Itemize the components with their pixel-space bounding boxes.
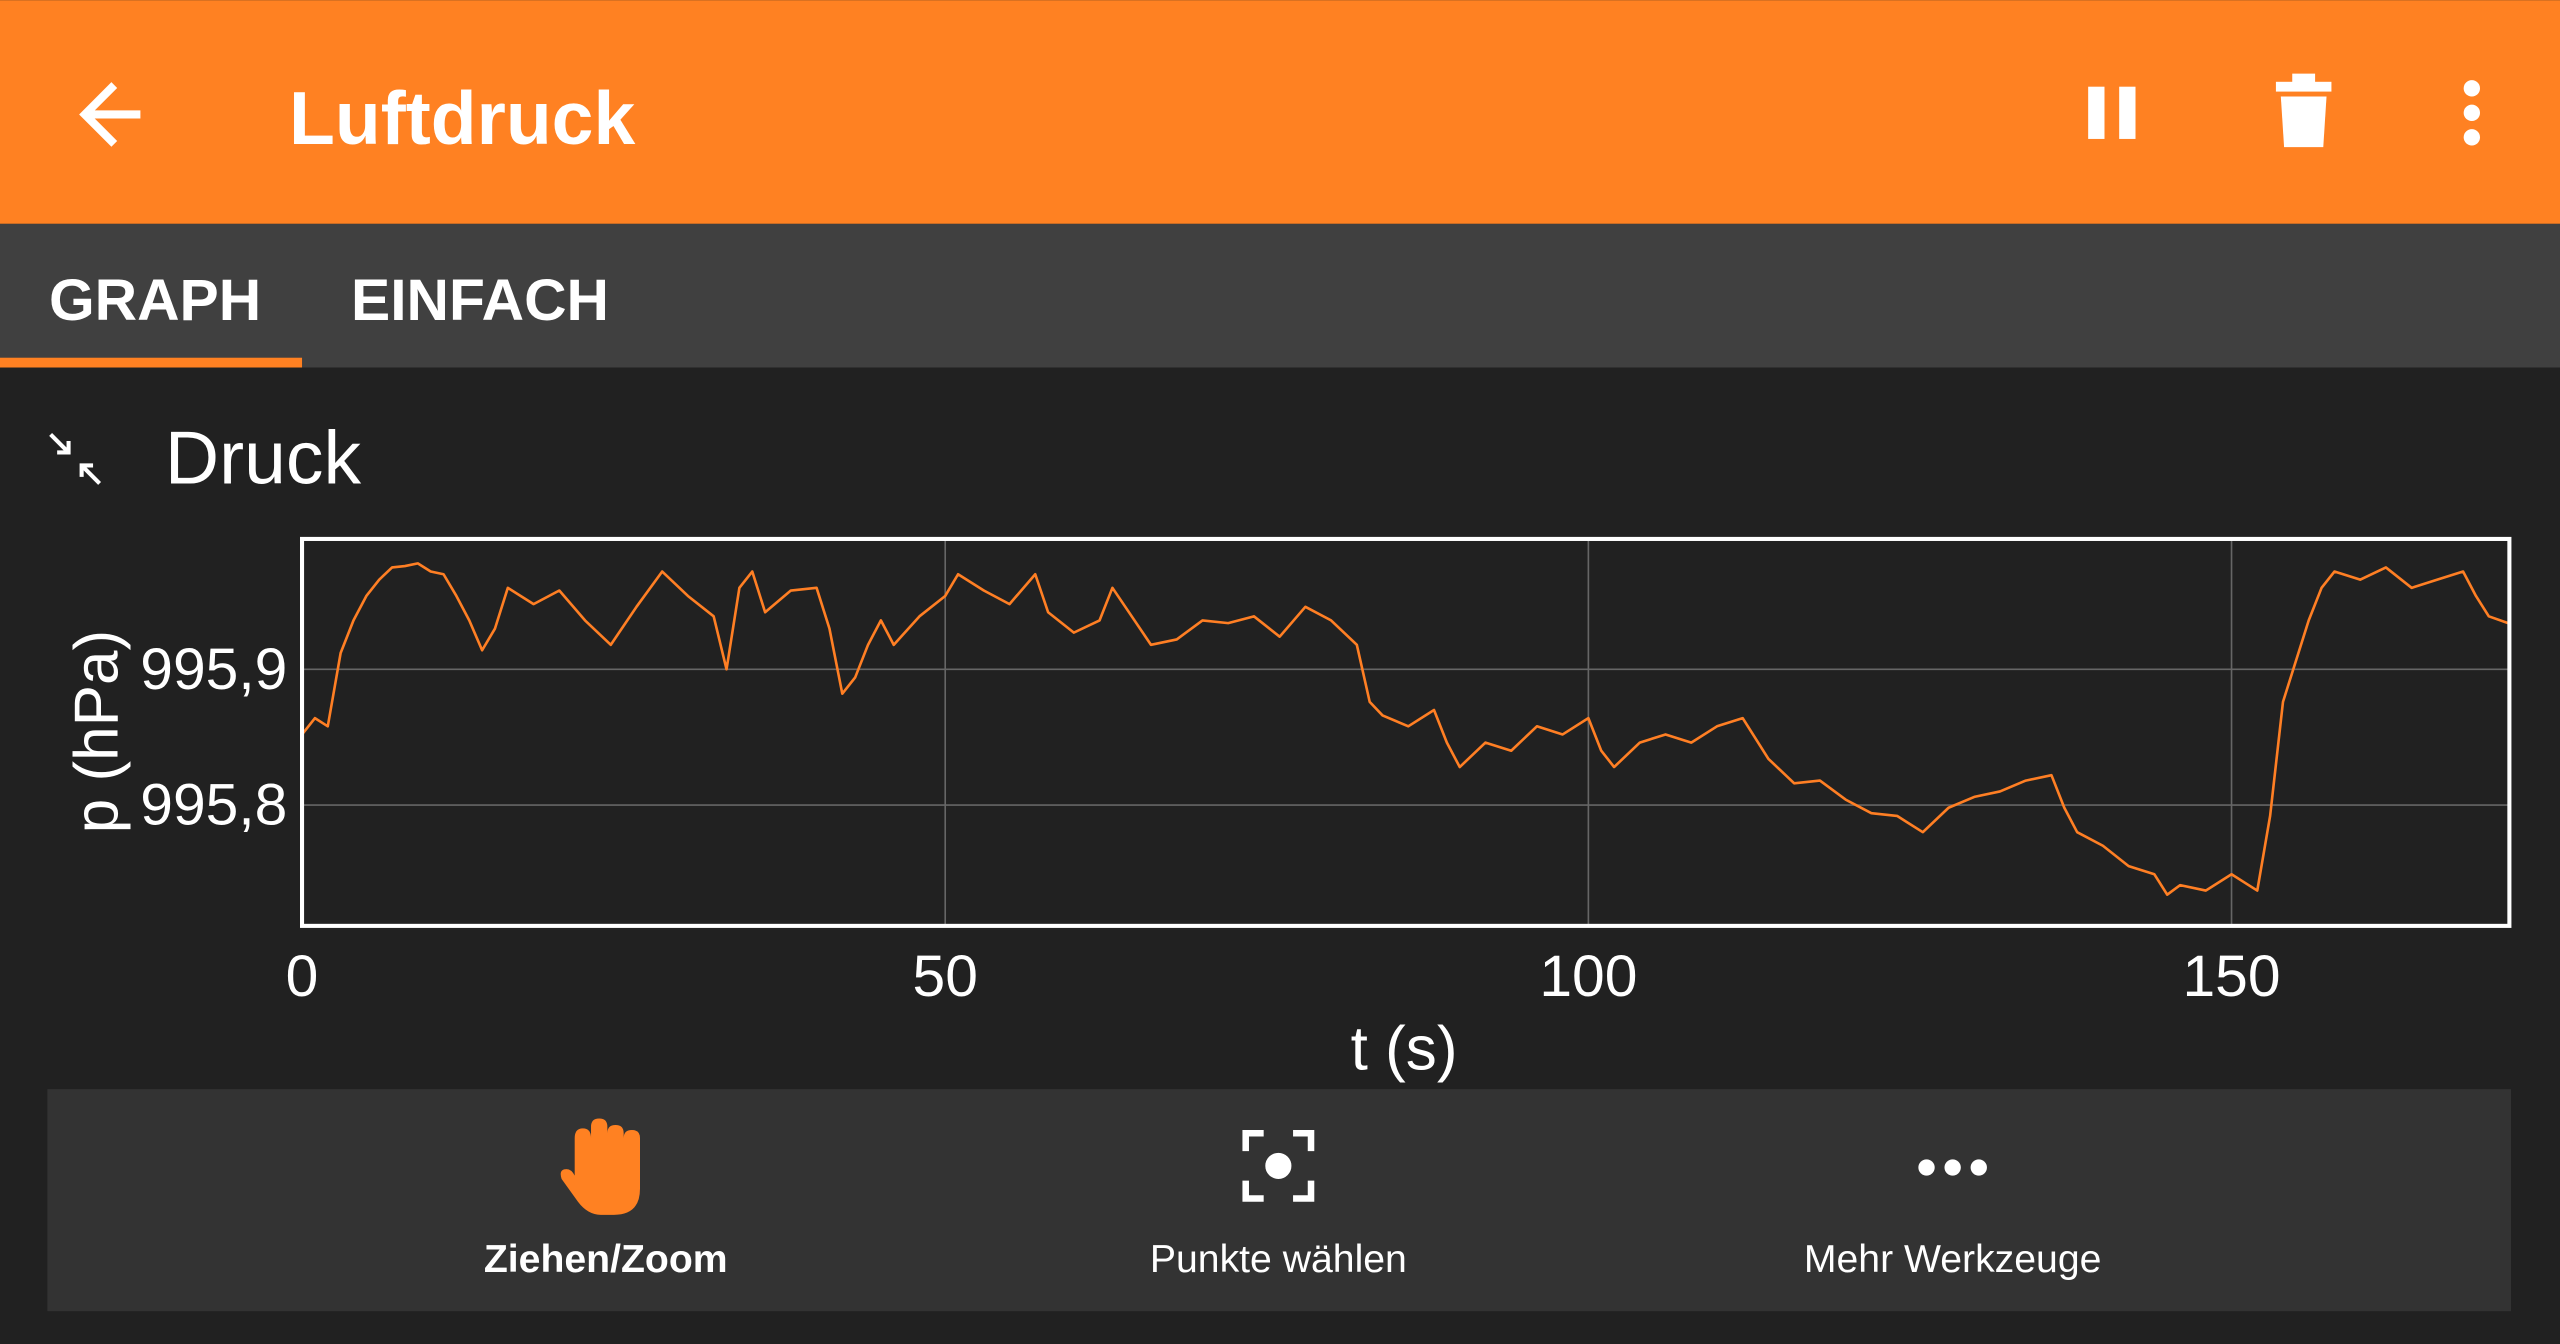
data-line [301, 562, 2509, 896]
chart-title: Druck [165, 415, 362, 499]
x-axis-label: t (s) [1351, 1015, 1458, 1084]
plot: 0 50 100 150 995,8 995,9 [140, 538, 2510, 1009]
more-tools-icon[interactable] [1918, 1159, 1987, 1176]
toolbar-label[interactable]: Ziehen/Zoom [484, 1238, 728, 1281]
tab-bar [0, 223, 2560, 368]
tab[interactable]: GRAPH [49, 268, 261, 333]
more-menu[interactable] [2463, 80, 2480, 146]
x-tick-label: 150 [2183, 944, 2281, 1009]
toolbar [47, 1089, 2512, 1312]
app-title: Luftdruck [289, 76, 635, 160]
delete-button[interactable] [2275, 73, 2332, 148]
back-button[interactable] [79, 82, 141, 147]
plot-border [300, 536, 2512, 928]
pause-button[interactable] [2088, 86, 2136, 139]
y-tick-label: 995,8 [140, 773, 287, 838]
select-icon[interactable] [1242, 1129, 1315, 1202]
tab[interactable]: EINFACH [351, 268, 609, 333]
y-axis-label: p (hPa) [63, 630, 132, 833]
toolbar-label[interactable]: Mehr Werkzeuge [1804, 1238, 2102, 1281]
tab-indicator [0, 357, 303, 368]
hand-icon[interactable] [560, 1118, 640, 1215]
y-tick-label: 995,9 [140, 637, 287, 702]
x-tick-label: 0 [286, 944, 319, 1009]
x-tick-label: 100 [1539, 944, 1637, 1009]
x-tick-label: 50 [913, 944, 978, 1009]
toolbar-label[interactable]: Punkte wählen [1150, 1238, 1407, 1281]
collapse-icon[interactable] [49, 433, 102, 485]
